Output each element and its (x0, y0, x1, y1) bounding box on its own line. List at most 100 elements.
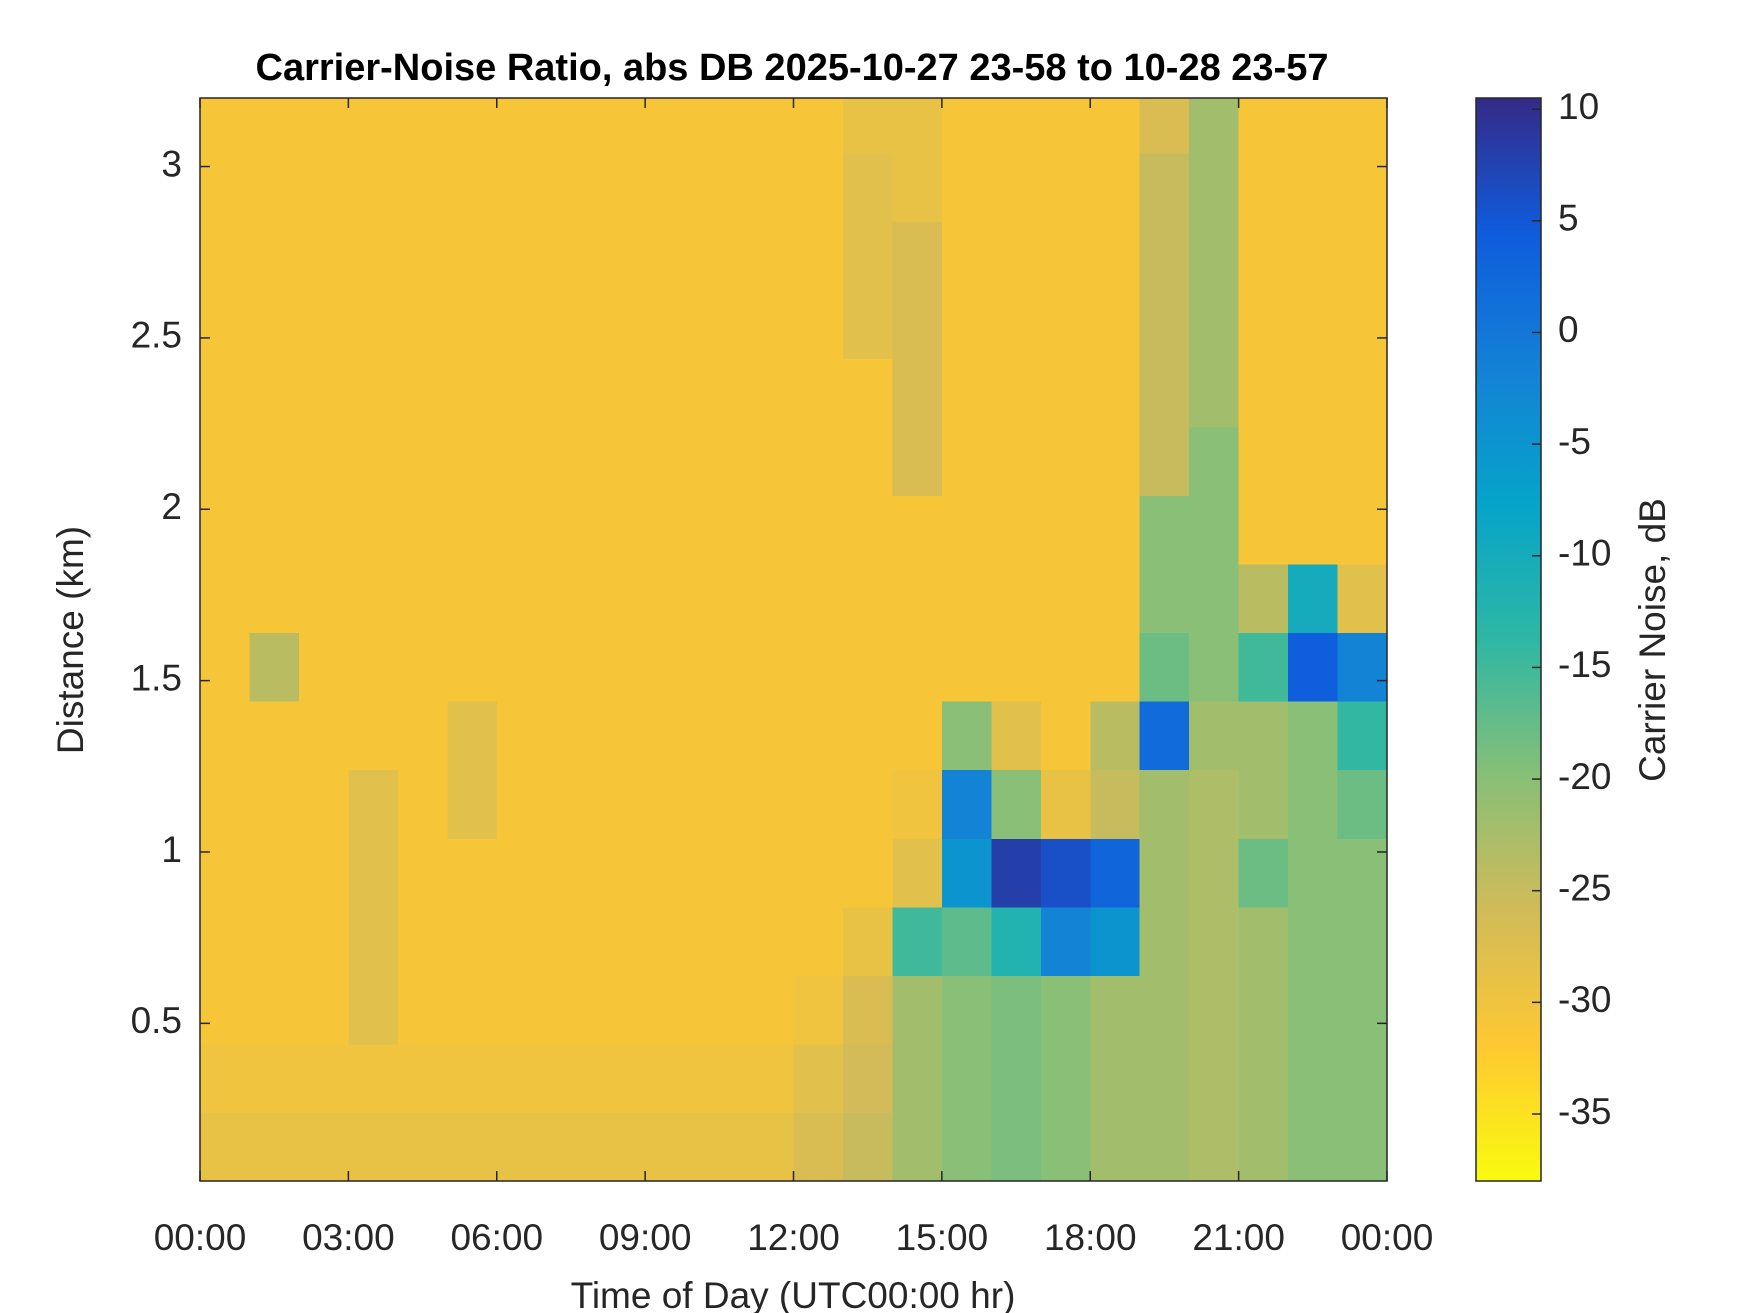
x-tick-label: 18:00 (1044, 1217, 1137, 1258)
heatmap-cell (892, 838, 943, 908)
heatmap-cell (941, 975, 992, 1045)
heatmap-cell (595, 1043, 646, 1113)
heatmap-cell (1337, 1112, 1388, 1182)
heatmap-cell (744, 98, 794, 154)
heatmap-cell (447, 289, 498, 359)
heatmap-cell (397, 358, 448, 428)
heatmap-cell (1040, 838, 1091, 908)
heatmap-cell (447, 1043, 498, 1113)
colorbar-tick-label: -25 (1558, 867, 1611, 908)
heatmap-cell (546, 427, 597, 497)
heatmap-cell (496, 1043, 547, 1113)
heatmap-cell (595, 564, 646, 634)
heatmap-cell (1189, 427, 1240, 497)
x-tick-label: 12:00 (747, 1217, 840, 1258)
heatmap-cell (991, 838, 1042, 908)
heatmap-cell (1337, 358, 1388, 428)
heatmap-cell (1238, 1112, 1289, 1182)
heatmap-cell (941, 152, 992, 222)
heatmap-cell (397, 564, 448, 634)
heatmap-cell (348, 838, 399, 908)
heatmap-cell (744, 975, 794, 1045)
heatmap-cell (348, 1043, 399, 1113)
heatmap-cell (200, 152, 250, 222)
heatmap-cell (397, 632, 448, 702)
heatmap-cell (1337, 632, 1388, 702)
heatmap-cell (1238, 632, 1289, 702)
heatmap-cell (348, 358, 399, 428)
heatmap-cell (1337, 427, 1388, 497)
heatmap-cell (744, 564, 794, 634)
heatmap-cell (694, 289, 745, 359)
heatmap-cell (694, 564, 745, 634)
heatmap-cell (546, 906, 597, 976)
heatmap-cell (200, 98, 250, 154)
heatmap-cell (1189, 152, 1240, 222)
heatmap-cell (1337, 769, 1388, 839)
heatmap-cell (496, 838, 547, 908)
heatmap-cell (200, 701, 250, 771)
heatmap-cell (1288, 1112, 1339, 1182)
heatmap-cell (1090, 1043, 1141, 1113)
heatmap-cell (1288, 769, 1339, 839)
heatmap-cell (842, 769, 893, 839)
x-tick-label: 21:00 (1192, 1217, 1285, 1258)
heatmap-cell (991, 289, 1042, 359)
heatmap-cell (1189, 838, 1240, 908)
heatmap-cell (1139, 152, 1190, 222)
heatmap-cell (892, 495, 943, 565)
heatmap-cell (1189, 701, 1240, 771)
heatmap-cell (1238, 701, 1289, 771)
heatmap-cell (842, 289, 893, 359)
heatmap-cell (1040, 221, 1091, 291)
heatmap-cell (200, 632, 250, 702)
heatmap-cell (744, 906, 794, 976)
heatmap-cell (941, 1112, 992, 1182)
heatmap-cell (892, 701, 943, 771)
heatmap-cell (941, 632, 992, 702)
heatmap-cell (397, 152, 448, 222)
heatmap-cell (744, 1043, 794, 1113)
heatmap-cell (348, 906, 399, 976)
heatmap-cell (793, 769, 844, 839)
heatmap-cell (1189, 98, 1240, 154)
heatmap-cell (496, 701, 547, 771)
heatmap-cell (348, 289, 399, 359)
heatmap-cell (1040, 152, 1091, 222)
heatmap-cell (1040, 358, 1091, 428)
heatmap-cell (991, 1043, 1042, 1113)
heatmap-cell (991, 427, 1042, 497)
heatmap-cell (447, 152, 498, 222)
heatmap-cell (1288, 975, 1339, 1045)
heatmap-cell (941, 564, 992, 634)
heatmap-cell (1189, 358, 1240, 428)
heatmap-cell (1337, 152, 1388, 222)
heatmap-cell (447, 975, 498, 1045)
heatmap-cell (991, 975, 1042, 1045)
heatmap-cell (941, 701, 992, 771)
heatmap-cell (348, 221, 399, 291)
heatmap-cell (892, 98, 943, 154)
heatmap-cell (1189, 769, 1240, 839)
heatmap-cell (1238, 221, 1289, 291)
heatmap-cell (793, 975, 844, 1045)
heatmap-cell (1139, 98, 1190, 154)
heatmap-cell (744, 289, 794, 359)
heatmap-cell (1090, 564, 1141, 634)
heatmap-cell (744, 358, 794, 428)
heatmap-cell (694, 838, 745, 908)
heatmap-cell (298, 701, 349, 771)
heatmap-cell (941, 427, 992, 497)
heatmap-cell (991, 769, 1042, 839)
heatmap-cell (496, 152, 547, 222)
heatmap-cell (991, 358, 1042, 428)
heatmap-cell (1288, 289, 1339, 359)
heatmap-cell (348, 427, 399, 497)
heatmap-cell (991, 98, 1042, 154)
heatmap-cell (447, 1112, 498, 1182)
heatmap-cell (1090, 152, 1141, 222)
heatmap-cell (496, 906, 547, 976)
heatmap-cell (1337, 1043, 1388, 1113)
heatmap-cell (694, 906, 745, 976)
heatmap-cell (1238, 975, 1289, 1045)
